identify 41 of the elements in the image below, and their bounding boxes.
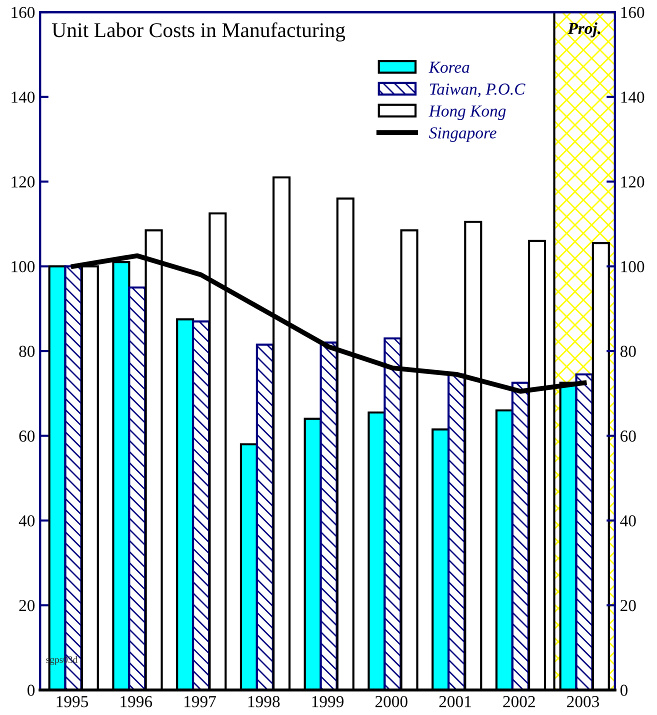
y2-tick-label: 100: [621, 261, 644, 272]
y2-tick-label: 60: [620, 430, 636, 442]
x-tick-label: 2003: [567, 696, 600, 708]
chart-title: Unit Labor Costs in Manufacturing: [52, 22, 346, 42]
bar: [320, 342, 338, 690]
y2-tick-label: 140: [621, 92, 644, 103]
bar: [128, 286, 146, 690]
y-tick-label: 120: [12, 176, 35, 188]
y2-tick-label: 120: [621, 176, 644, 188]
y-tick-label: 0: [28, 684, 35, 696]
y-tick-label: 140: [12, 92, 35, 103]
annotation: sgps03d: [46, 656, 78, 665]
y-tick-label: 60: [19, 430, 35, 442]
x-tick-label: 2002: [503, 696, 535, 708]
y2-tick-label: 40: [620, 515, 636, 526]
x-tick-label: 1999: [312, 696, 344, 708]
y-tick-label: 100: [12, 261, 35, 272]
y2-tick-label: 0: [620, 684, 628, 696]
legend-label: Korea: [428, 62, 470, 73]
y-tick-label: 160: [12, 6, 35, 18]
x-tick-label: 1995: [56, 696, 88, 708]
bar: [192, 320, 210, 690]
legend-label: Singapore: [429, 127, 496, 142]
y-tick-label: 40: [18, 515, 35, 526]
x-tick-label: 1996: [120, 696, 152, 708]
y2-tick-label: 80: [620, 346, 636, 358]
x-tick-label: 2001: [439, 696, 471, 708]
bar: [511, 382, 530, 690]
y-tick-label: 20: [19, 600, 35, 612]
bar: [575, 373, 594, 690]
bar: [448, 373, 466, 690]
legend-label: Taiwan, P.O.C: [430, 84, 526, 98]
bar: [256, 344, 274, 690]
x-tick-label: 1998: [248, 696, 280, 708]
bar: [384, 337, 402, 690]
x-tick-label: 2000: [375, 696, 408, 708]
y2-tick-label: 20: [620, 600, 636, 612]
x-tick-label: 1997: [184, 696, 216, 708]
y-tick-label: 80: [19, 346, 35, 358]
y2-tick-label: 160: [621, 6, 644, 18]
legend-label: Hong Kong: [428, 106, 506, 120]
